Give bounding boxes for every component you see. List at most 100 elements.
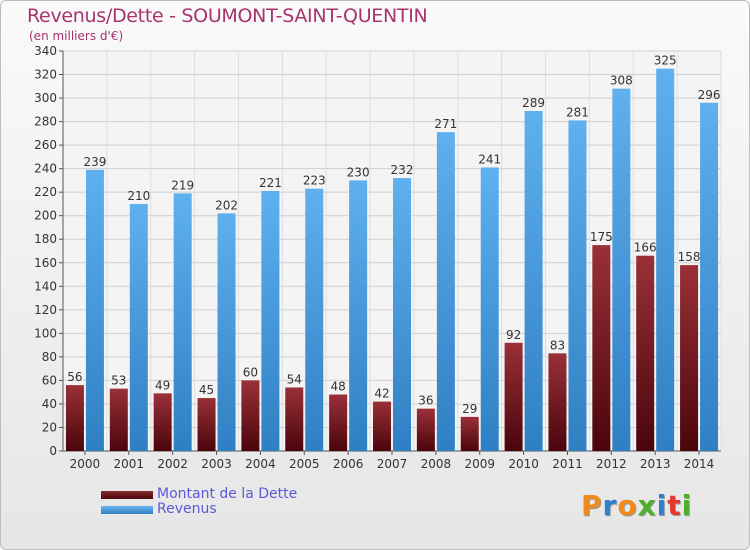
data-label-debt: 92 [506, 328, 521, 342]
y-tick-label: 220 [34, 185, 57, 199]
logo-letter: x [637, 489, 657, 522]
logo-letter: t [667, 489, 682, 522]
data-label-revenue: 281 [566, 105, 589, 119]
y-tick-label: 280 [34, 115, 57, 129]
bar-revenue-2009 [480, 167, 499, 451]
data-label-debt: 54 [287, 372, 302, 386]
logo-letter: r [602, 489, 618, 522]
data-label-debt: 49 [155, 378, 170, 392]
y-tick-label: 160 [34, 256, 57, 270]
bar-debt-2004 [241, 380, 260, 451]
bar-revenue-2008 [436, 132, 455, 452]
bar-debt-2011 [548, 353, 567, 451]
proxiti-logo: Proxiti [581, 489, 692, 522]
data-label-debt: 45 [199, 383, 214, 397]
x-tick-label: 2002 [157, 457, 188, 471]
bar-debt-2013 [636, 255, 655, 451]
x-tick-label: 2005 [289, 457, 320, 471]
bar-revenue-2003 [217, 213, 236, 451]
x-tick-label: 2000 [70, 457, 101, 471]
bar-debt-2014 [680, 265, 699, 451]
chart-title: Revenus/Dette - SOUMONT-SAINT-QUENTIN [27, 5, 428, 27]
y-tick-label: 40 [42, 397, 57, 411]
y-tick-label: 180 [34, 232, 57, 246]
bar-revenue-2000 [85, 169, 104, 451]
legend-label-debt: Montant de la Dette [157, 486, 298, 502]
bar-debt-2003 [197, 398, 216, 451]
data-label-debt: 175 [590, 230, 613, 244]
data-label-debt: 158 [678, 250, 701, 264]
logo-letter: o [617, 489, 638, 522]
data-label-revenue: 210 [127, 189, 150, 203]
bar-revenue-2001 [129, 203, 148, 451]
bar-revenue-2014 [700, 102, 719, 451]
bar-debt-2005 [285, 387, 304, 451]
bar-debt-2002 [153, 393, 172, 451]
x-tick-label: 2008 [421, 457, 452, 471]
data-label-revenue: 221 [259, 176, 282, 190]
x-tick-label: 2004 [245, 457, 276, 471]
data-label-revenue: 239 [83, 155, 106, 169]
data-label-debt: 56 [67, 370, 82, 384]
data-label-revenue: 223 [303, 174, 326, 188]
data-label-revenue: 271 [434, 117, 457, 131]
legend-item-revenue: Revenus [101, 502, 297, 517]
bar-debt-2008 [416, 408, 435, 451]
legend: Montant de la Dette Revenus [101, 487, 297, 517]
x-tick-label: 2009 [464, 457, 495, 471]
y-tick-label: 100 [34, 326, 57, 340]
y-tick-label: 200 [34, 209, 57, 223]
legend-item-debt: Montant de la Dette [101, 487, 297, 502]
bar-revenue-2011 [568, 120, 587, 451]
y-tick-label: 240 [34, 162, 57, 176]
y-tick-label: 120 [34, 303, 57, 317]
y-tick-label: 20 [42, 420, 57, 434]
data-label-debt: 166 [634, 241, 657, 255]
bar-revenue-2002 [173, 193, 192, 451]
grid-lines [62, 50, 722, 452]
chart-subtitle: (en milliers d'€) [29, 29, 124, 43]
bar-debt-2001 [109, 388, 128, 451]
bar-revenue-2005 [305, 188, 324, 451]
y-tick-label: 60 [42, 373, 57, 387]
x-tick-label: 2013 [640, 457, 671, 471]
bar-revenue-2006 [349, 180, 368, 452]
x-tick-label: 2012 [596, 457, 627, 471]
data-label-revenue: 308 [610, 74, 633, 88]
x-tick-label: 2003 [201, 457, 232, 471]
data-label-revenue: 289 [522, 96, 545, 110]
legend-swatch-revenue [101, 505, 153, 514]
x-tick-label: 2001 [114, 457, 145, 471]
data-label-revenue: 241 [478, 152, 501, 166]
bars [65, 68, 719, 452]
legend-label-revenue: Revenus [157, 501, 217, 517]
legend-swatch-debt [101, 490, 153, 499]
data-label-revenue: 232 [391, 163, 414, 177]
data-label-debt: 83 [550, 338, 565, 352]
y-tick-label: 320 [34, 68, 57, 82]
data-label-revenue: 230 [347, 165, 370, 179]
data-labels: 56 53 49 45 60 54 48 42 36 29 92 83 175 166 158 239 210 2… [67, 54, 720, 416]
data-label-revenue: 296 [698, 88, 721, 102]
data-label-debt: 29 [462, 402, 477, 416]
y-tick-label: 300 [34, 91, 57, 105]
data-label-debt: 60 [243, 365, 258, 379]
x-tick-label: 2010 [508, 457, 539, 471]
data-label-revenue: 325 [654, 54, 677, 68]
data-label-debt: 53 [111, 374, 126, 388]
y-tick-label: 80 [42, 350, 57, 364]
y-tick-label: 260 [34, 138, 57, 152]
bar-debt-2009 [460, 416, 479, 451]
x-tick-label: 2014 [684, 457, 715, 471]
bar-debt-2010 [504, 342, 523, 451]
bar-debt-2012 [592, 245, 611, 451]
data-label-debt: 42 [374, 387, 389, 401]
logo-letter: i [656, 489, 668, 522]
bar-revenue-2010 [524, 111, 543, 451]
bar-revenue-2012 [612, 88, 631, 451]
x-tick-label: 2007 [377, 457, 408, 471]
axes: 0 20 40 60 80 100 120 140 160 180 200 220 240 260 280 3… [34, 44, 721, 471]
data-label-revenue: 219 [171, 178, 194, 192]
